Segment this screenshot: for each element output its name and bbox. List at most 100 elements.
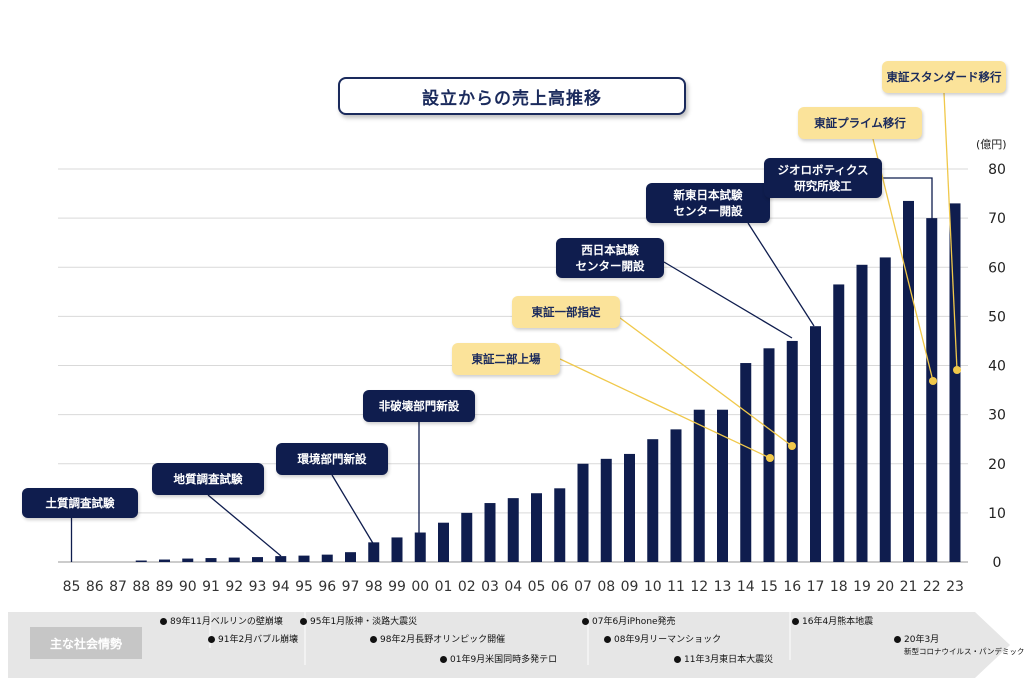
callout-text: 西日本試験 <box>581 243 639 257</box>
x-tick-label: 87 <box>109 579 127 595</box>
x-tick-label: 08 <box>597 579 615 595</box>
x-tick-label: 06 <box>551 579 569 595</box>
x-tick-label: 88 <box>132 579 150 595</box>
x-tick-label: 02 <box>458 579 476 595</box>
x-tick-label: 89 <box>156 579 174 595</box>
callout-box: 地質調査試験 <box>152 463 264 495</box>
callout-text: 東証プライム移行 <box>814 116 906 130</box>
x-tick-label: 91 <box>202 579 220 595</box>
x-tick-label: 12 <box>690 579 708 595</box>
timeline-arrow <box>8 612 1010 678</box>
callout-text: センター開設 <box>575 259 645 273</box>
leader-dot <box>766 454 774 462</box>
timeline-event-text: 07年6月iPhone発売 <box>592 617 676 627</box>
timeline-event-text: 11年3月東日本大震災 <box>684 655 774 665</box>
x-tick-label: 23 <box>946 579 964 595</box>
callout-text: 環境部門新設 <box>297 452 367 466</box>
callout-box: 東証スタンダード移行 <box>882 61 1006 93</box>
bar <box>740 363 752 562</box>
x-tick-label: 07 <box>574 579 592 595</box>
callout-text: 新東日本試験 <box>673 188 743 202</box>
callout-text: 研究所竣工 <box>794 179 852 193</box>
timeline-event: 89年11月ベルリンの壁崩壊 <box>160 617 283 628</box>
leader-line <box>331 474 375 546</box>
bar <box>182 558 194 562</box>
timeline-event-subtext: 新型コロナウイルス・パンデミック <box>904 647 1024 656</box>
bar <box>368 542 380 562</box>
x-tick-label: 05 <box>528 579 546 595</box>
bullet-icon <box>300 617 307 625</box>
bar <box>461 512 473 562</box>
leader-line <box>943 92 958 371</box>
bar <box>577 463 589 562</box>
bar <box>693 409 705 562</box>
bar <box>321 554 333 562</box>
callout-text: 非破壊部門新設 <box>378 399 460 413</box>
callout-text: 東証スタンダード移行 <box>886 70 1002 84</box>
x-tick-label: 18 <box>830 579 848 595</box>
y-tick-label: 30 <box>988 408 1006 424</box>
bar <box>600 458 612 562</box>
bullet-icon <box>674 655 681 663</box>
leader-line <box>611 311 793 447</box>
x-tick-label: 93 <box>249 579 267 595</box>
leader-dot <box>788 442 796 450</box>
bar <box>507 498 519 562</box>
timeline-event-text: 08年9月リーマンショック <box>614 635 722 645</box>
x-tick-label: 15 <box>760 579 778 595</box>
bullet-icon <box>160 617 167 625</box>
x-tick-label: 00 <box>411 579 429 595</box>
bar <box>252 557 263 562</box>
bullet-icon <box>582 617 589 625</box>
bar <box>624 453 635 562</box>
leader-line <box>207 494 282 557</box>
callout-text: 東証一部指定 <box>531 305 601 319</box>
timeline-event-text: 95年1月阪神・淡路大震災 <box>310 617 418 627</box>
bar <box>228 557 240 562</box>
callout-box: ジオロボティクス 研究所竣工 <box>764 158 882 198</box>
x-tick-label: 86 <box>86 579 104 595</box>
y-tick-label: 20 <box>988 457 1006 473</box>
bars <box>135 200 961 562</box>
callout-text: ジオロボティクス <box>777 163 869 177</box>
y-tick-label: 60 <box>988 260 1006 276</box>
leader-line <box>559 358 771 459</box>
timeline-event-text: 20年3月 <box>904 635 940 645</box>
x-tick-label: 19 <box>853 579 871 595</box>
chart-title: 設立からの売上高推移 <box>338 77 686 115</box>
bullet-icon <box>440 655 447 663</box>
chart-title-text: 設立からの売上高推移 <box>422 88 602 109</box>
timeline-event-text: 98年2月長野オリンピック開催 <box>380 635 506 645</box>
timeline-event: 11年3月東日本大震災 <box>674 655 773 666</box>
timeline-event-text: 91年2月バブル崩壊 <box>218 635 299 645</box>
y-tick-label: 40 <box>988 359 1006 375</box>
leader-lines <box>70 92 961 562</box>
timeline-event: 08年9月リーマンショック <box>604 635 721 646</box>
bar <box>949 203 961 562</box>
bullet-icon <box>370 635 377 643</box>
callout-box: 東証プライム移行 <box>798 107 922 139</box>
callout-box: 東証二部上場 <box>452 343 560 375</box>
bar <box>298 555 310 562</box>
timeline-event-text: 16年4月熊本地震 <box>802 617 874 627</box>
bar <box>786 340 798 562</box>
x-tick-label: 98 <box>365 579 383 595</box>
callout-text: センター開設 <box>673 204 743 218</box>
timeline-event: 95年1月阪神・淡路大震災 <box>300 617 417 628</box>
timeline-event: 07年6月iPhone発売 <box>582 617 676 628</box>
x-tick-label: 96 <box>318 579 336 595</box>
bar <box>670 429 682 562</box>
x-tick-label: 92 <box>225 579 243 595</box>
bar <box>554 488 566 562</box>
callout-box: 非破壊部門新設 <box>363 390 475 422</box>
leader-line <box>872 138 934 382</box>
x-tick-label: 99 <box>388 579 406 595</box>
bar <box>205 558 217 562</box>
bar <box>135 560 147 562</box>
bar <box>903 200 914 562</box>
bullet-icon <box>604 635 611 643</box>
y-tick-label: 0 <box>993 555 1002 571</box>
x-tick-label: 13 <box>714 579 732 595</box>
bullet-icon <box>208 635 215 643</box>
bar <box>159 559 170 562</box>
